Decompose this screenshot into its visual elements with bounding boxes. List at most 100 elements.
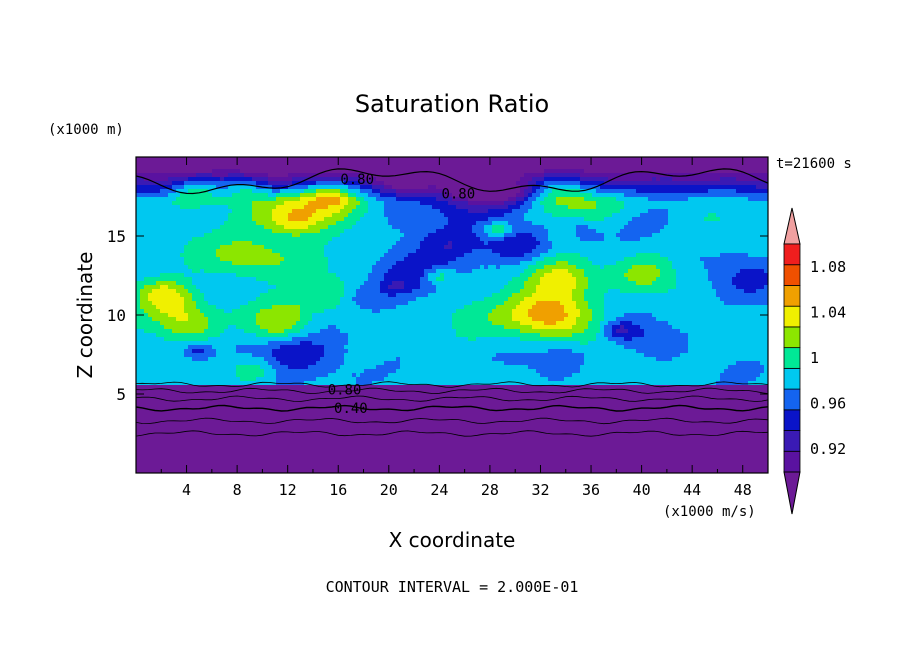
field-cell: [496, 165, 501, 170]
field-cell: [492, 269, 497, 274]
field-cell: [644, 181, 649, 186]
field-cell: [236, 165, 241, 170]
field-cell: [164, 205, 169, 210]
field-cell: [748, 197, 753, 202]
field-cell: [260, 169, 265, 174]
field-cell: [688, 253, 693, 258]
field-cell: [512, 281, 517, 286]
field-cell: [736, 205, 741, 210]
field-cell: [512, 245, 517, 250]
field-cell: [204, 209, 209, 214]
field-cell: [320, 205, 325, 210]
field-cell: [452, 225, 457, 230]
field-cell: [144, 265, 149, 270]
field-cell: [228, 193, 233, 198]
field-cell: [312, 233, 317, 238]
field-cell: [544, 277, 549, 282]
field-cell: [568, 277, 573, 282]
field-cell: [624, 205, 629, 210]
field-cell: [756, 181, 761, 186]
field-cell: [352, 193, 357, 198]
field-cell: [272, 189, 277, 194]
field-cell: [432, 221, 437, 226]
field-cell: [456, 245, 461, 250]
field-cell: [460, 269, 465, 274]
field-cell: [252, 209, 257, 214]
field-cell: [708, 225, 713, 230]
field-cell: [504, 225, 509, 230]
field-cell: [524, 209, 529, 214]
field-cell: [504, 165, 509, 170]
field-cell: [752, 253, 757, 258]
field-cell: [636, 193, 641, 198]
field-cell: [172, 185, 177, 190]
field-cell: [548, 253, 553, 258]
field-cell: [500, 241, 505, 246]
field-cell: [136, 237, 141, 242]
field-cell: [676, 257, 681, 262]
field-cell: [532, 165, 537, 170]
field-cell: [688, 245, 693, 250]
field-cell: [316, 233, 321, 238]
field-cell: [160, 261, 165, 266]
field-cell: [384, 253, 389, 258]
field-cell: [248, 257, 253, 262]
field-cell: [752, 273, 757, 278]
field-cell: [464, 173, 469, 178]
field-cell: [216, 269, 221, 274]
field-cell: [560, 209, 565, 214]
field-cell: [396, 249, 401, 254]
field-cell: [676, 177, 681, 182]
field-cell: [376, 209, 381, 214]
field-cell: [616, 205, 621, 210]
field-cell: [304, 281, 309, 286]
field-cell: [532, 213, 537, 218]
field-cell: [568, 181, 573, 186]
field-cell: [520, 261, 525, 266]
field-cell: [532, 193, 537, 198]
field-cell: [408, 157, 413, 162]
field-cell: [152, 169, 157, 174]
field-cell: [288, 205, 293, 210]
field-cell: [308, 277, 313, 282]
field-cell: [248, 213, 253, 218]
field-cell: [384, 261, 389, 266]
field-cell: [172, 221, 177, 226]
field-cell: [500, 157, 505, 162]
field-cell: [220, 157, 225, 162]
field-cell: [276, 233, 281, 238]
field-cell: [692, 245, 697, 250]
field-cell: [472, 225, 477, 230]
field-cell: [204, 249, 209, 254]
field-cell: [380, 169, 385, 174]
field-cell: [252, 265, 257, 270]
field-cell: [692, 277, 697, 282]
field-cell: [468, 253, 473, 258]
field-cell: [444, 229, 449, 234]
field-cell: [244, 173, 249, 178]
field-cell: [556, 229, 561, 234]
field-cell: [292, 209, 297, 214]
field-cell: [696, 241, 701, 246]
field-cell: [292, 249, 297, 254]
field-cell: [736, 201, 741, 206]
field-cell: [296, 177, 301, 182]
field-cell: [576, 245, 581, 250]
field-cell: [556, 225, 561, 230]
field-cell: [660, 269, 665, 274]
field-cell: [248, 221, 253, 226]
field-cell: [636, 197, 641, 202]
field-cell: [752, 245, 757, 250]
field-cell: [160, 209, 165, 214]
field-cell: [532, 273, 537, 278]
field-cell: [396, 165, 401, 170]
field-cell: [516, 197, 521, 202]
field-cell: [736, 261, 741, 266]
field-cell: [244, 229, 249, 234]
field-cell: [232, 237, 237, 242]
field-cell: [668, 213, 673, 218]
field-cell: [288, 245, 293, 250]
field-cell: [260, 161, 265, 166]
field-cell: [380, 209, 385, 214]
field-cell: [460, 221, 465, 226]
